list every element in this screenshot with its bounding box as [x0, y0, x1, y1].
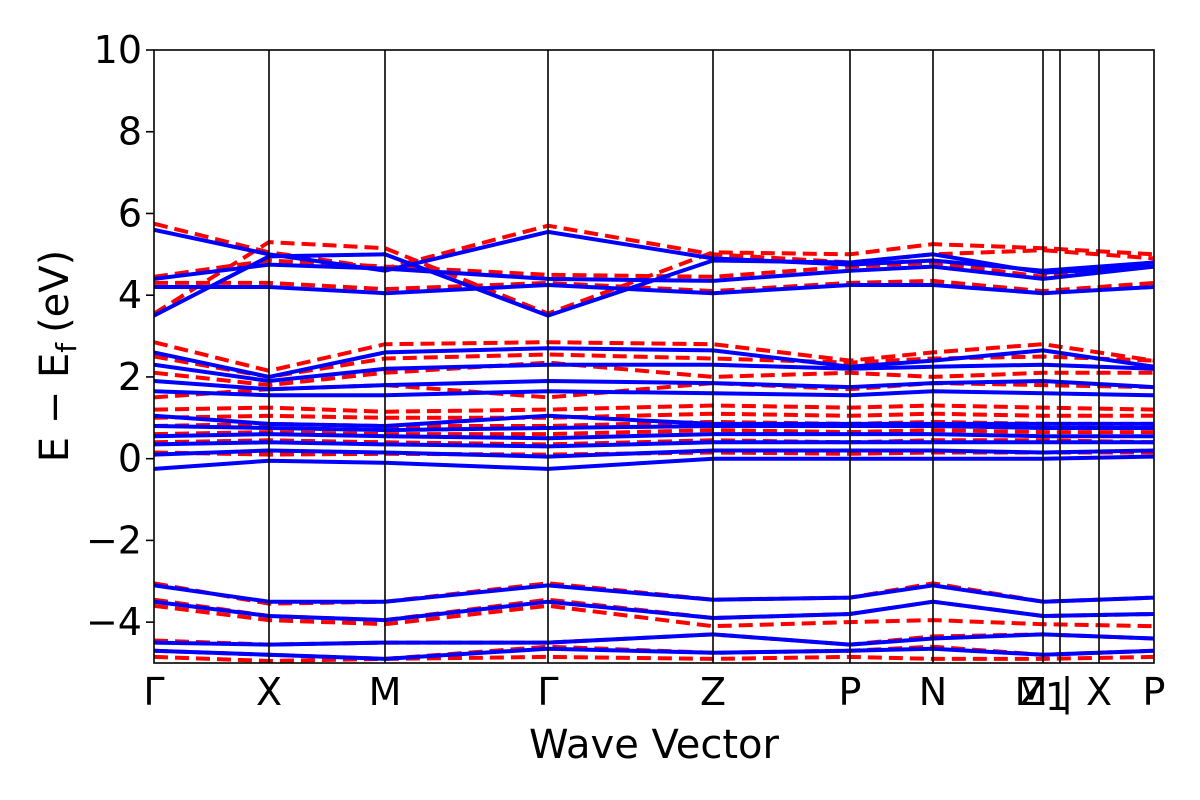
- dashed-band-line: [154, 603, 1154, 629]
- y-axis-ticks: −4 −2 0 2 4 6 8 10: [86, 28, 154, 644]
- y-axis-title-subscript: f: [50, 342, 83, 353]
- dashed-band-line: [154, 360, 1154, 388]
- dashed-band-line: [154, 258, 1154, 279]
- y-tick-label: −4: [86, 600, 142, 644]
- y-tick-label: 4: [118, 273, 142, 317]
- x-axis-title: Wave Vector: [529, 722, 780, 768]
- x-tick-label: X: [1086, 670, 1112, 714]
- y-tick-label: 6: [118, 191, 142, 235]
- x-tick-label: P: [1143, 670, 1166, 714]
- x-tick-label: Z: [1020, 670, 1046, 714]
- x-tick-label: M: [1015, 670, 1048, 714]
- y-tick-label: 2: [118, 355, 142, 399]
- x-tick-label: |: [1061, 670, 1074, 715]
- x-tick-label: Z: [700, 670, 726, 714]
- dashed-band-line: [154, 340, 1154, 373]
- plot-frame: [153, 49, 1155, 664]
- x-tick-label: P: [839, 670, 862, 714]
- x-tick-label: 1: [1045, 675, 1069, 719]
- x-tick-label: X: [256, 670, 282, 714]
- x-tick-label: M: [369, 670, 402, 714]
- x-tick-label: Γ: [537, 670, 558, 714]
- x-tick-label: Γ: [143, 670, 164, 714]
- y-tick-label: 0: [118, 437, 142, 481]
- y-axis-title-unit: (eV): [32, 250, 78, 333]
- x-tick-label: N: [919, 670, 947, 714]
- y-tick-label: 10: [94, 28, 142, 72]
- dashed-band-line: [154, 240, 1154, 316]
- kpoint-separator-lines: [268, 50, 1100, 663]
- y-tick-label: 8: [118, 110, 142, 154]
- y-axis-title-main: E − E: [32, 353, 78, 463]
- y-tick-label: −2: [86, 518, 142, 562]
- x-axis-ticks: Γ X M Γ Z P N ZM1| X P: [143, 670, 1165, 719]
- y-axis-title: E − Ef (eV): [32, 250, 83, 463]
